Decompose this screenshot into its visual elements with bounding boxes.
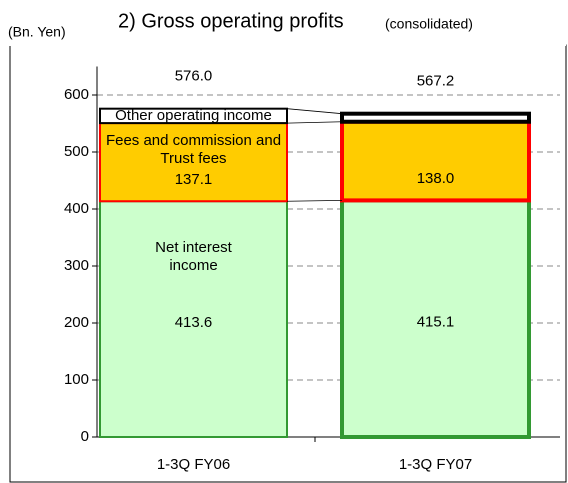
segment-name: Net interest income (155, 239, 232, 275)
bar-segment (99, 122, 288, 203)
value-label: 138.0 (417, 170, 455, 187)
bar-segment (340, 111, 531, 124)
y-tick-label: 600 (64, 86, 89, 103)
value-label: 415.1 (417, 314, 455, 331)
bar-segment (340, 119, 531, 203)
total-label: 576.0 (175, 68, 213, 85)
bar-segment (99, 107, 288, 125)
y-tick-label: 500 (64, 143, 89, 160)
y-tick-label: 0 (81, 428, 89, 445)
segment-name: Other operating income (115, 106, 272, 124)
y-tick-label: 300 (64, 257, 89, 274)
chart-subtitle: (consolidated) (385, 16, 473, 32)
y-tick-label: 400 (64, 200, 89, 217)
bar-segment (340, 198, 531, 439)
x-tick-label: 1-3Q FY07 (399, 456, 472, 473)
value-label: 137.1 (175, 171, 213, 188)
y-tick-label: 200 (64, 314, 89, 331)
chart-title: 2) Gross operating profits (118, 10, 344, 32)
y-axis-label: (Bn. Yen) (8, 24, 66, 40)
x-tick-label: 1-3Q FY06 (157, 456, 230, 473)
total-label: 567.2 (417, 73, 455, 90)
segment-name: Fees and commission and Trust fees (105, 132, 282, 168)
connector (286, 121, 343, 124)
connector (286, 108, 343, 115)
y-tick-label: 100 (64, 371, 89, 388)
bar-segment (99, 200, 288, 438)
value-label: 413.6 (175, 314, 213, 331)
connector (286, 199, 343, 202)
title-bg (0, 8, 566, 46)
